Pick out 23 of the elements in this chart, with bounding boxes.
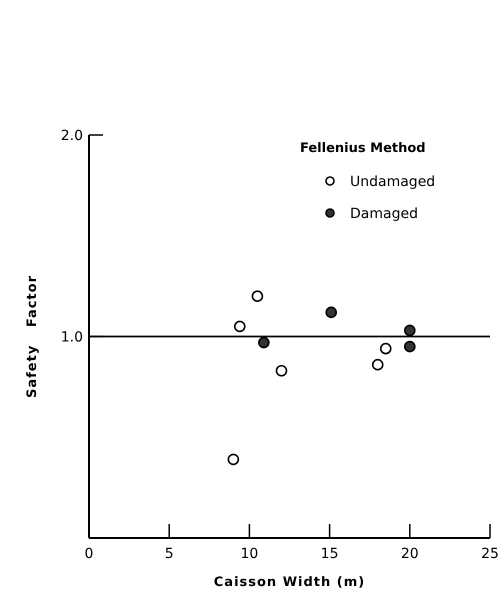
point xyxy=(372,358,384,371)
y-tick-label: 2.0 xyxy=(60,128,83,144)
point xyxy=(258,336,270,348)
y-tick-label: 1.0 xyxy=(60,330,83,346)
legend-label: Undamaged xyxy=(350,174,436,190)
x-tick-label: 10 xyxy=(240,546,258,562)
x-tick-label: 0 xyxy=(84,546,94,562)
point xyxy=(276,364,288,377)
legend-title: Fellenius Method xyxy=(300,141,426,156)
point xyxy=(325,306,338,318)
x-tick-label: 25 xyxy=(481,546,499,562)
point xyxy=(404,340,416,352)
x-axis-title: Caisson Width (m) xyxy=(214,575,366,590)
x-tick-label: 15 xyxy=(320,546,339,562)
y-axis-title: Safety Factor xyxy=(25,275,40,398)
point xyxy=(228,454,240,466)
point xyxy=(404,324,416,336)
point xyxy=(234,320,246,332)
x-tick-label: 20 xyxy=(400,546,419,562)
legend-label: Damaged xyxy=(350,206,418,222)
x-tick-label: 5 xyxy=(164,546,174,562)
point xyxy=(380,342,392,354)
point xyxy=(252,290,264,302)
